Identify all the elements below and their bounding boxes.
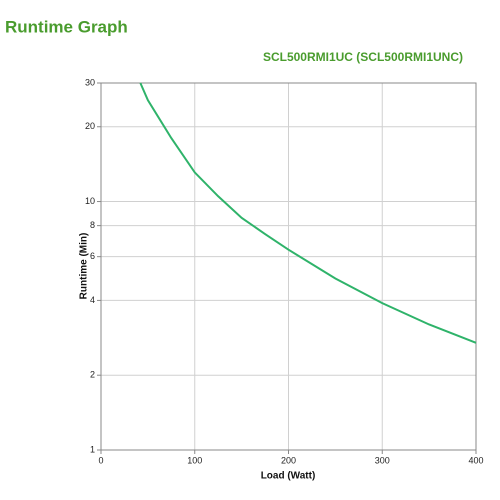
y-tick-label: 30: [85, 77, 95, 87]
chart-title: Runtime Graph: [5, 17, 128, 36]
data-line: [139, 82, 477, 344]
y-tick-label: 10: [85, 196, 95, 206]
y-tick-label: 2: [90, 370, 95, 380]
plot-border: [100, 82, 477, 451]
x-tick-label: 0: [98, 455, 103, 465]
x-tick-label: 400: [468, 455, 483, 465]
y-axis-label: Runtime (Min): [79, 233, 90, 300]
x-tick-label: 300: [375, 455, 390, 465]
x-tick-label: 100: [187, 455, 202, 465]
chart-subtitle: SCL500RMI1UC (SCL500RMI1UNC): [263, 50, 463, 64]
x-axis-label: Load (Watt): [261, 471, 316, 482]
y-tick-label: 8: [90, 220, 95, 230]
y-tick-label: 6: [90, 251, 95, 261]
y-tick-label: 20: [85, 121, 95, 131]
y-tick-label: 1: [90, 444, 95, 454]
x-tick-label: 200: [281, 455, 296, 465]
y-tick-label: 4: [90, 295, 95, 305]
